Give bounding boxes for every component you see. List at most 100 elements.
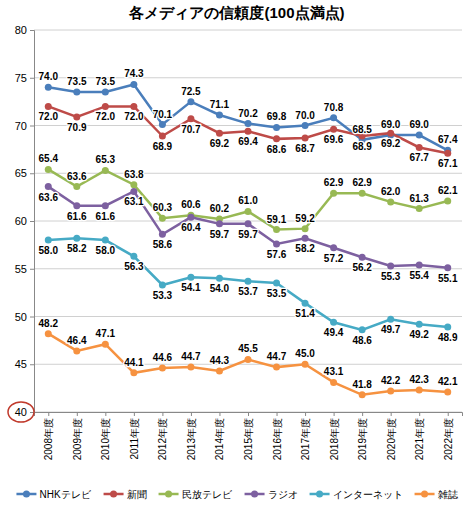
data-label: 62.9 <box>352 177 372 188</box>
series-line <box>48 334 447 395</box>
data-label: 59.1 <box>267 214 287 225</box>
data-label: 60.6 <box>181 199 201 210</box>
legend-label: 民放テレビ <box>182 489 233 500</box>
data-label: 62.0 <box>381 186 401 197</box>
series-marker <box>102 202 109 209</box>
x-tick: 2012年度 <box>157 412 168 460</box>
series-marker <box>102 167 109 174</box>
data-label: 58.2 <box>295 243 315 254</box>
x-tick-label: 2016年度 <box>272 418 283 460</box>
legend-label: インターネット <box>333 489 403 500</box>
series-marker <box>330 190 337 197</box>
data-label: 54.0 <box>210 283 230 294</box>
x-tick: 2010年度 <box>100 412 111 460</box>
series-marker <box>330 126 337 133</box>
x-tick-mark <box>419 412 420 416</box>
series-marker <box>330 244 337 251</box>
series-marker <box>73 235 80 242</box>
data-label: 63.6 <box>67 171 87 182</box>
data-label: 42.3 <box>409 374 429 385</box>
y-tick-mark <box>30 173 34 174</box>
series-marker <box>216 130 223 137</box>
data-label: 55.4 <box>409 270 429 281</box>
series-marker <box>416 144 423 151</box>
chart: 各メディアの信頼度(100点満点)4045505560657075802008年… <box>0 0 474 506</box>
data-label: 72.0 <box>39 111 59 122</box>
series-marker <box>302 122 309 129</box>
series-marker <box>216 220 223 227</box>
series-marker <box>273 364 280 371</box>
series-marker <box>273 124 280 131</box>
x-tick-label: 2017年度 <box>300 418 311 460</box>
series-marker <box>302 300 309 307</box>
legend-item: NHKテレビ <box>16 489 91 500</box>
series-marker <box>102 237 109 244</box>
data-label: 57.2 <box>324 253 344 264</box>
series-marker <box>216 111 223 118</box>
series-marker <box>330 319 337 326</box>
y-tick: 45 <box>15 358 34 370</box>
data-label: 72.0 <box>124 111 144 122</box>
x-tick-mark <box>448 412 449 416</box>
series-marker <box>359 254 366 261</box>
series-marker <box>73 347 80 354</box>
data-label: 59.2 <box>295 213 315 224</box>
legend-marker <box>110 491 117 498</box>
series-marker <box>444 150 451 157</box>
data-label: 70.9 <box>67 122 87 133</box>
x-axis: 2008年度2009年度2010年度2011年度2012年度2013年度2014… <box>35 412 463 460</box>
series-marker <box>73 202 80 209</box>
x-tick-mark <box>362 412 363 416</box>
x-tick: 2019年度 <box>357 412 368 460</box>
data-label: 45.0 <box>295 348 315 359</box>
y-tick-label: 75 <box>15 72 27 84</box>
data-label: 69.8 <box>267 111 287 122</box>
series-line <box>48 84 447 150</box>
x-tick-mark <box>191 412 192 416</box>
data-label: 69.2 <box>210 138 230 149</box>
x-tick-mark <box>334 412 335 416</box>
series-marker <box>130 81 137 88</box>
data-label: 72.5 <box>181 86 201 97</box>
x-tick-mark <box>48 412 49 416</box>
x-tick: 2009年度 <box>72 412 83 460</box>
series-marker <box>159 215 166 222</box>
series-marker <box>159 231 166 238</box>
y-tick: 65 <box>15 167 34 179</box>
legend-label: 雑誌 <box>438 489 458 500</box>
x-tick-label: 2010年度 <box>100 418 111 460</box>
data-label: 70.1 <box>153 109 173 120</box>
x-tick-label: 2015年度 <box>243 418 254 460</box>
x-tick: 2016年度 <box>272 412 283 460</box>
data-label: 63.6 <box>39 192 59 203</box>
legend: NHKテレビ新聞民放テレビラジオインターネット雑誌 <box>16 489 457 500</box>
series-marker <box>187 115 194 122</box>
x-tick: 2021年度 <box>414 412 425 460</box>
series-marker <box>330 379 337 386</box>
data-label: 69.0 <box>381 119 401 130</box>
data-label: 65.4 <box>39 153 59 164</box>
series-marker <box>416 132 423 139</box>
data-label: 42.1 <box>438 376 458 387</box>
x-tick-label: 2022年度 <box>443 418 454 460</box>
plot-area <box>45 81 451 398</box>
data-label: 60.3 <box>153 202 173 213</box>
x-tick-label: 2021年度 <box>414 418 425 460</box>
y-tick-mark <box>30 221 34 222</box>
data-label: 56.3 <box>124 261 144 272</box>
data-label: 55.3 <box>381 271 401 282</box>
y-tick: 80 <box>15 24 34 36</box>
data-label: 70.8 <box>324 102 344 113</box>
series-marker <box>245 278 252 285</box>
series-marker <box>302 361 309 368</box>
x-tick-mark <box>77 412 78 416</box>
data-label: 70.0 <box>295 110 315 121</box>
grid <box>34 30 462 412</box>
series-marker <box>416 261 423 268</box>
data-label: 48.2 <box>39 318 59 329</box>
x-tick: 2008年度 <box>43 412 54 460</box>
legend-item: 雑誌 <box>415 489 458 500</box>
data-label: 68.6 <box>267 144 287 155</box>
data-label: 53.7 <box>238 286 258 297</box>
series-marker <box>159 133 166 140</box>
